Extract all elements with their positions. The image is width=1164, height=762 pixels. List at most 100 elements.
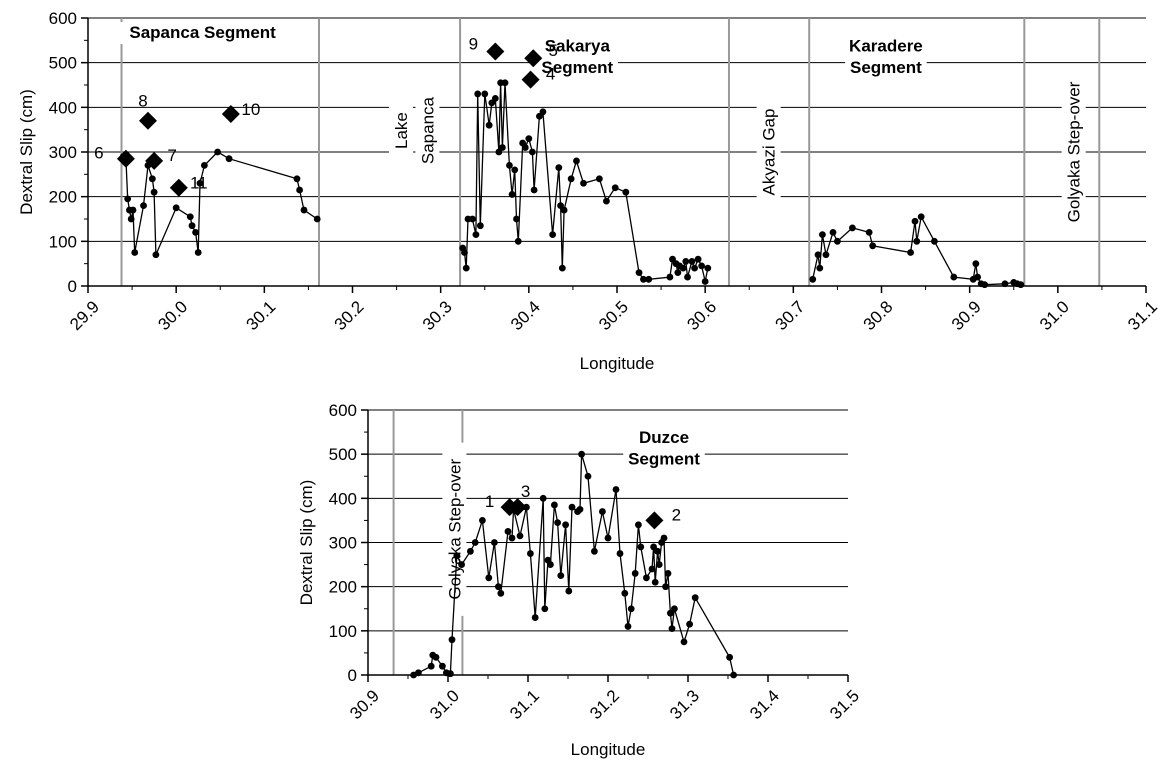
- data-point: [691, 594, 699, 602]
- data-point: [194, 249, 202, 256]
- data-point: [576, 505, 584, 513]
- data-point: [172, 204, 180, 212]
- data-point: [931, 237, 938, 245]
- data-point: [686, 620, 693, 628]
- data-point: [476, 222, 484, 230]
- diamond-marker: [486, 42, 505, 61]
- diamond-marker: [145, 151, 164, 170]
- data-point: [688, 258, 696, 265]
- data-point: [458, 561, 465, 568]
- y-tick-label: 400: [49, 98, 77, 117]
- data-point: [313, 215, 321, 223]
- data-point: [453, 552, 461, 560]
- x-tick-label: 30.9: [346, 686, 383, 723]
- data-point: [972, 260, 980, 268]
- data-point: [491, 539, 498, 546]
- data-point: [472, 231, 480, 239]
- marker-label: 2: [672, 505, 681, 524]
- segment-label: Segment: [850, 58, 922, 77]
- chart-panel-2: 0 100 200 300 400 500 600 30.9 31.0 31.1 31.2 31.3 3…: [297, 401, 863, 759]
- x-tick-label: 31.3: [666, 686, 703, 723]
- x-tick-label: 30.8: [860, 297, 897, 334]
- data-point: [447, 670, 454, 678]
- data-point: [907, 249, 914, 256]
- vertical-label: Golyaka Step-over: [1065, 81, 1084, 222]
- data-point: [814, 251, 822, 259]
- data-point: [462, 264, 470, 272]
- data-point: [668, 625, 676, 633]
- data-point: [616, 550, 624, 557]
- data-point: [816, 264, 824, 272]
- data-point: [152, 251, 160, 259]
- data-point: [637, 543, 645, 551]
- data-point: [643, 574, 650, 582]
- data-point: [666, 273, 674, 281]
- data-point: [684, 273, 691, 281]
- y-tick-label: 200: [329, 578, 357, 597]
- data-point: [555, 164, 563, 172]
- data-point: [148, 175, 156, 183]
- data-point: [506, 162, 513, 169]
- y-tick-label: 600: [329, 401, 357, 420]
- label-background: [119, 22, 286, 45]
- x-tick-label: 30.4: [507, 297, 544, 334]
- x-axis-title: Longitude: [580, 354, 655, 373]
- y-tick-label: 300: [49, 143, 77, 162]
- y-tick-label: 0: [68, 277, 77, 296]
- data-point: [539, 108, 547, 116]
- data-point: [469, 215, 476, 223]
- data-point: [680, 638, 688, 646]
- x-tick-label: 31.2: [586, 686, 623, 723]
- y-tick-label: 500: [329, 445, 357, 464]
- label-background: [839, 35, 932, 58]
- x-tick-label: 31.1: [1124, 297, 1161, 334]
- data-point: [595, 175, 603, 183]
- data-point: [809, 275, 817, 283]
- vertical-label: Sapanca: [418, 96, 437, 164]
- data-point: [554, 519, 561, 527]
- label-background: [845, 56, 927, 79]
- data-point: [485, 574, 493, 582]
- data-point: [1017, 281, 1025, 289]
- data-point: [467, 547, 474, 555]
- data-point: [461, 249, 468, 256]
- data-point: [682, 258, 690, 265]
- data-point: [427, 662, 435, 670]
- y-axis-title: Dextral Slip (cm): [17, 89, 36, 215]
- data-point: [129, 206, 137, 214]
- segment-label: Sakarya: [545, 37, 611, 56]
- y-tick-label: 100: [49, 232, 77, 251]
- label-background: [756, 99, 781, 205]
- data-point: [627, 605, 635, 613]
- segment-label: Karadere: [849, 37, 923, 56]
- segment-label: Duzce: [639, 428, 689, 447]
- data-point: [829, 229, 837, 236]
- data-point: [662, 583, 669, 591]
- y-tick-label: 100: [329, 622, 357, 641]
- diamond-marker: [169, 178, 188, 197]
- data-point: [415, 669, 422, 677]
- data-point: [549, 231, 557, 239]
- data-point: [557, 572, 565, 580]
- x-tick-label: 31.0: [1036, 297, 1073, 334]
- data-point: [865, 229, 873, 236]
- data-point: [584, 472, 592, 480]
- marker-label: 6: [94, 144, 103, 163]
- data-point: [531, 614, 539, 621]
- data-point: [650, 543, 657, 551]
- x-axis-title: Longitude: [571, 740, 646, 759]
- marker-label: 5: [549, 41, 558, 60]
- diamond-marker: [524, 49, 543, 68]
- data-point: [624, 623, 632, 630]
- y-tick-label: 500: [49, 54, 77, 73]
- marker-label: 10: [241, 100, 260, 119]
- data-point: [558, 264, 566, 272]
- data-point: [621, 589, 629, 597]
- data-point: [214, 148, 222, 156]
- data-point: [604, 534, 612, 542]
- data-point: [508, 191, 516, 198]
- data-point: [580, 179, 587, 187]
- data-point: [694, 255, 702, 263]
- data-point: [869, 242, 877, 250]
- marker-label: 1: [485, 492, 494, 511]
